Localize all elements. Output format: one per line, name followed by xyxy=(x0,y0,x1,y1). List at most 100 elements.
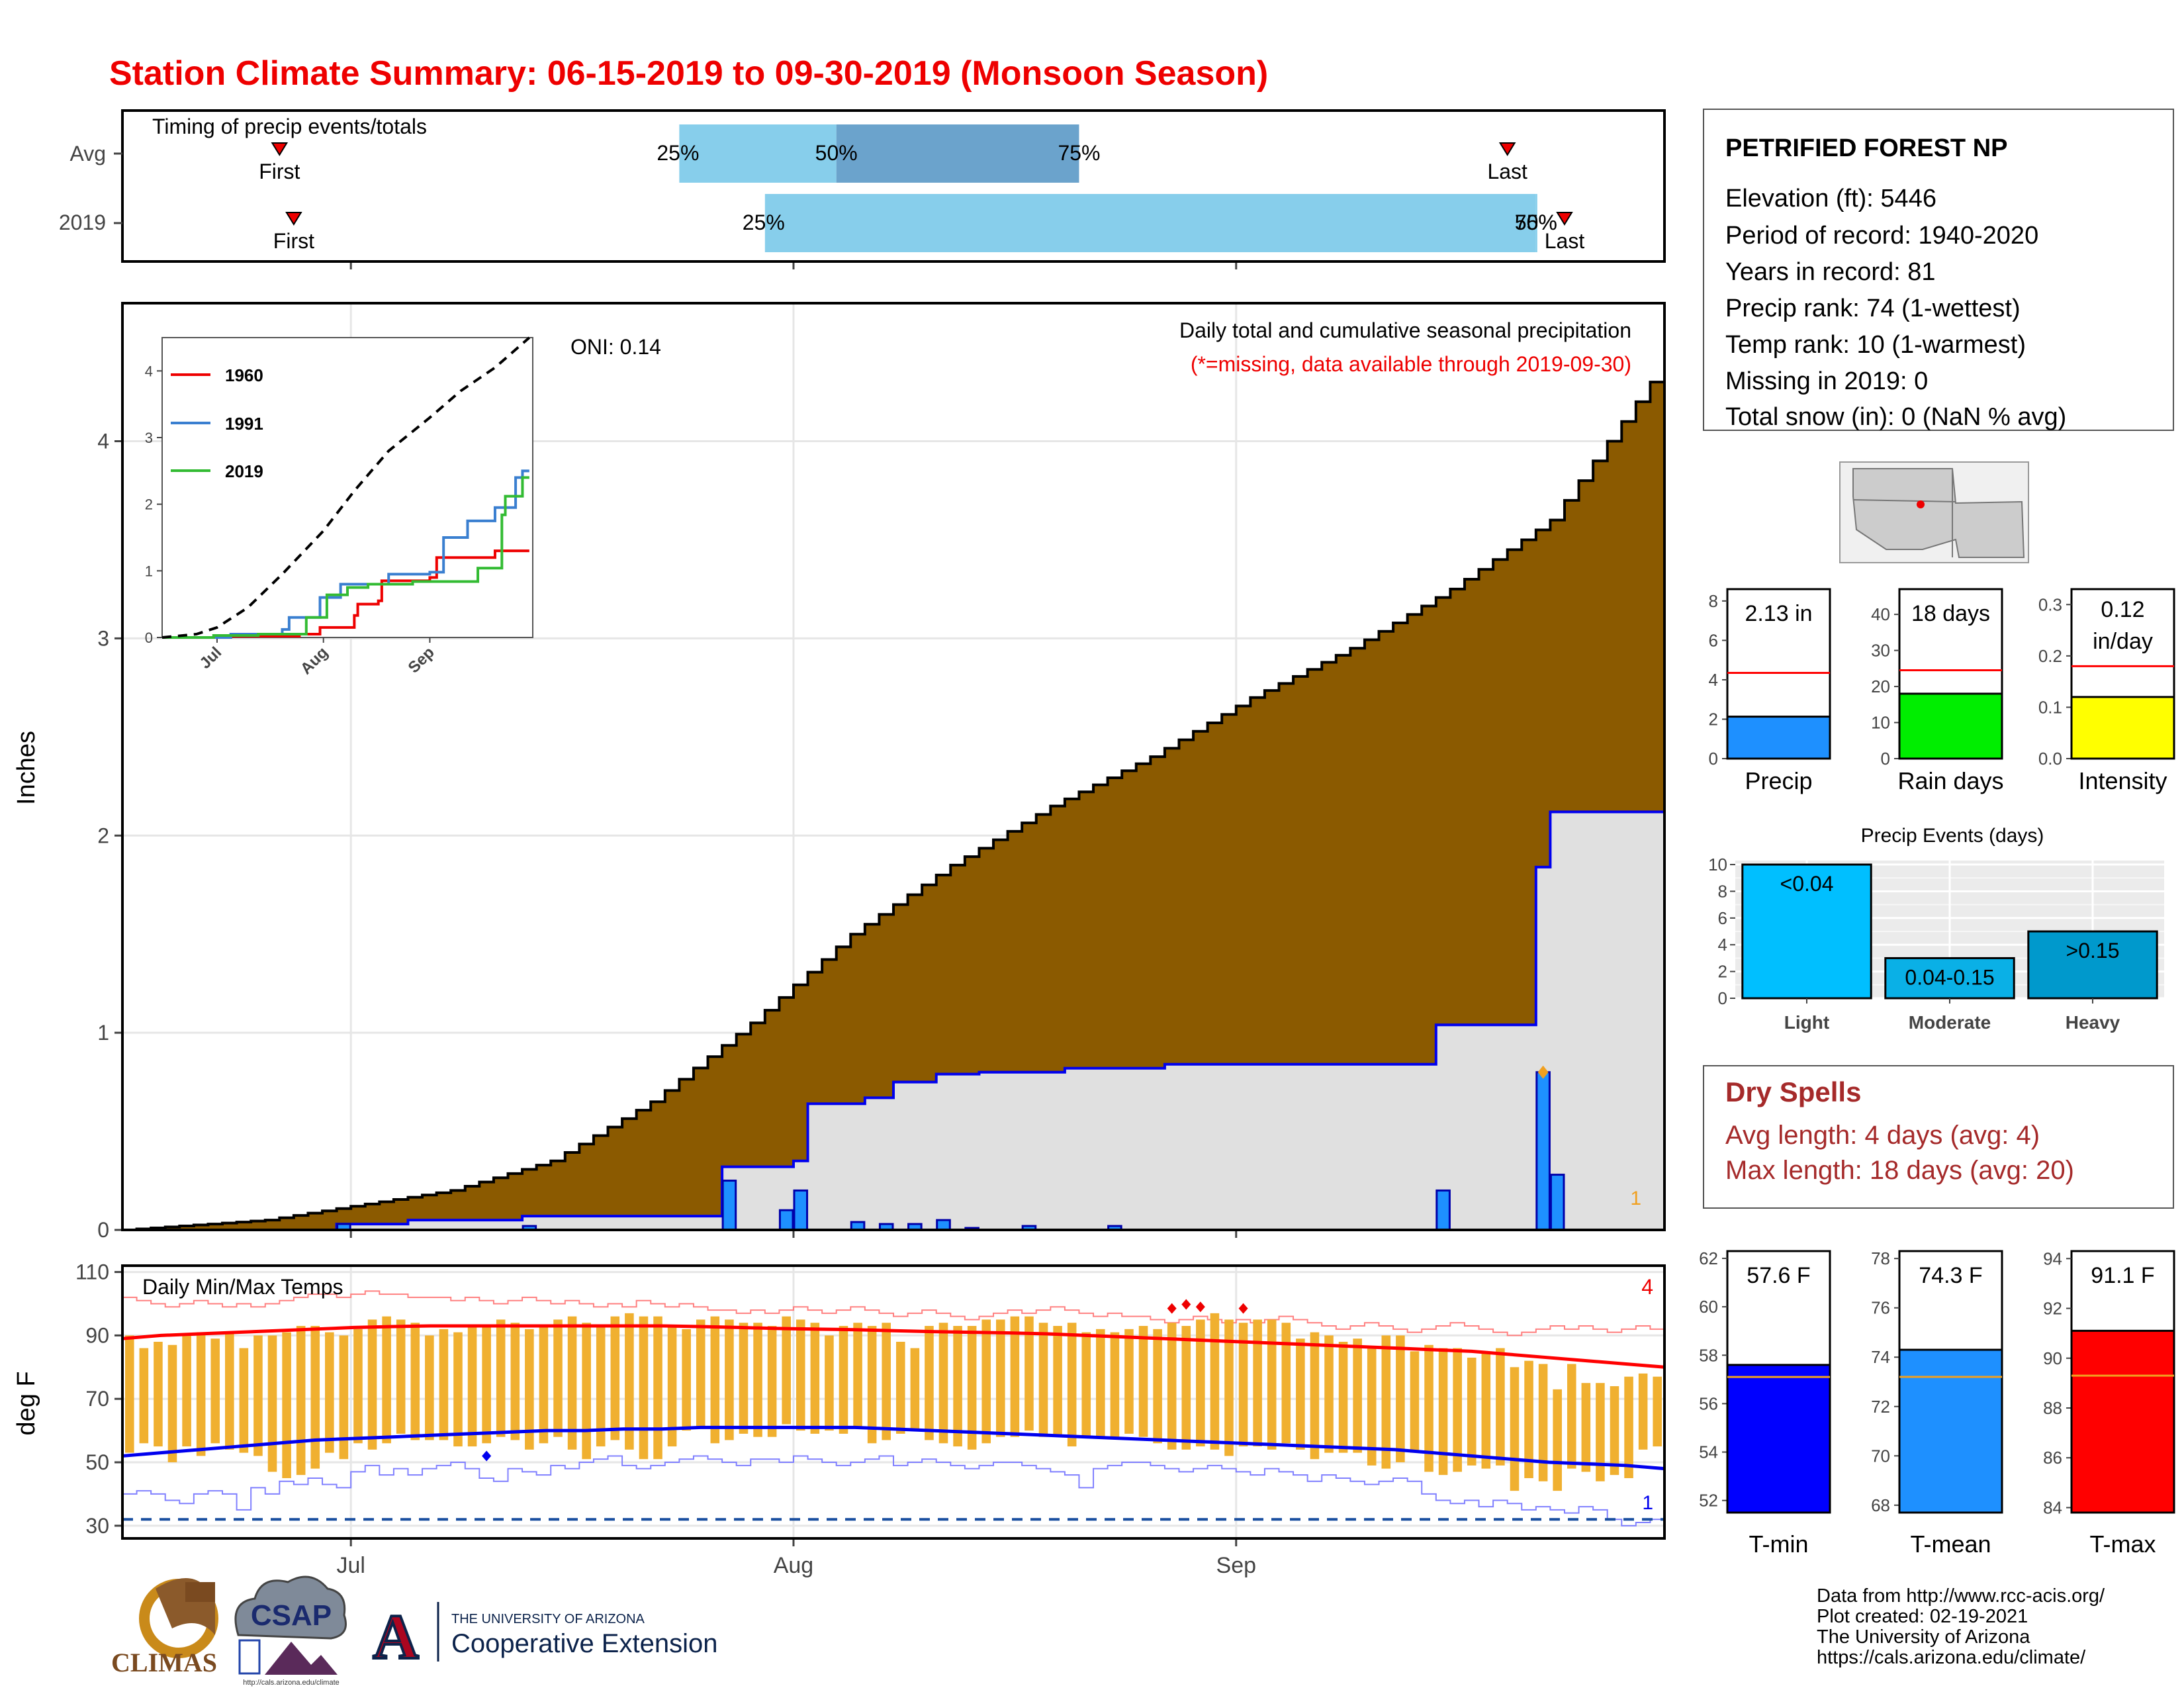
mini-chart-precip_total: 0 2 4 6 8 2.13 in Precip xyxy=(1709,588,1831,794)
daily-temp-bar-28 xyxy=(525,1329,534,1450)
mini-xlabel-tmin: T-min xyxy=(1749,1530,1809,1558)
temp-ytick-label-30: 30 xyxy=(85,1514,109,1538)
station-location-dot xyxy=(1917,500,1925,508)
daily-precip-bar-2019-08-01 xyxy=(793,1189,809,1231)
daily-temp-bar-18 xyxy=(382,1316,391,1444)
timing-label-p50-2019: 50% xyxy=(1515,211,1557,234)
timing-label-p25-2019: 25% xyxy=(743,211,785,234)
events-bar-label-Heavy: >0.15 xyxy=(2066,939,2120,962)
station-line-missing: Missing in 2019: 0 xyxy=(1725,367,1928,395)
daily-max-marker xyxy=(1537,1065,1549,1079)
timing-marker-first-Avg xyxy=(271,142,289,156)
daily-temp-bar-99 xyxy=(1538,1364,1548,1481)
daily-temp-bar-2 xyxy=(154,1341,163,1447)
temp-xtick-label-Jul: Jul xyxy=(336,1553,365,1578)
daily-temp-bar-25 xyxy=(482,1326,491,1444)
mini-ytick-label-rain_days-10: 10 xyxy=(1871,713,1890,733)
precip-frame xyxy=(121,302,1666,1231)
daily-temp-bar-21 xyxy=(425,1335,434,1440)
events-ytick-label-2: 2 xyxy=(1718,962,1727,982)
map-state-shapes xyxy=(1852,468,2025,558)
events-ytick-label-0: 0 xyxy=(1718,988,1727,1008)
daily-temp-bar-56 xyxy=(925,1326,934,1440)
daily-temp-bar-62 xyxy=(1010,1316,1020,1437)
events-bar-Moderate xyxy=(1884,957,2015,1000)
daily-temp-bar-63 xyxy=(1024,1316,1034,1431)
inset-ytick-label-0: 0 xyxy=(145,630,153,646)
station-line-elevation: Elevation (ft): 5446 xyxy=(1725,185,1936,212)
daily-temp-bar-50 xyxy=(839,1326,848,1434)
daily-temp-bar-57 xyxy=(938,1323,948,1444)
precip-ytick-label-2: 2 xyxy=(97,823,109,847)
daily-temp-bar-81 xyxy=(1281,1323,1291,1444)
mini-ytick-label-tmin-52: 52 xyxy=(1699,1491,1718,1511)
daily-temp-bar-66 xyxy=(1067,1323,1077,1447)
dry-spells-title: Dry Spells xyxy=(1725,1076,1861,1107)
daily-precip-bar-2019-07-27 xyxy=(721,1180,737,1231)
daily-temp-bar-23 xyxy=(453,1332,463,1447)
precip-ytick-label-3: 3 xyxy=(97,626,109,650)
mini-bar-intensity xyxy=(2070,696,2175,760)
station-name: PETRIFIED FOREST NP xyxy=(1725,134,2007,162)
cumulative-avg-area xyxy=(122,382,1664,1230)
daily-temp-bar-76 xyxy=(1210,1313,1220,1450)
temp-ylabel: deg F xyxy=(13,1371,40,1435)
inset-xtick-label-Jul: Jul xyxy=(197,643,226,673)
daily-temp-bar-43 xyxy=(739,1323,749,1434)
mini-chart-tmax: 84 86 88 90 92 94 91.1 F T-max xyxy=(2043,1248,2175,1558)
daily-temp-bar-80 xyxy=(1267,1319,1277,1450)
events-xtick-label-Heavy: Heavy xyxy=(2066,1012,2120,1033)
events-ytick-label-6: 6 xyxy=(1718,908,1727,928)
daily-temp-bar-78 xyxy=(1238,1323,1248,1447)
daily-temp-bar-11 xyxy=(282,1332,291,1478)
daily-temp-bar-64 xyxy=(1038,1323,1048,1437)
daily-temp-bar-98 xyxy=(1524,1360,1533,1478)
mini-value-label-intensity-1: 0.12 xyxy=(2101,597,2144,622)
daily-temp-bar-70 xyxy=(1124,1329,1134,1434)
inset-ytick-label-2: 2 xyxy=(145,496,153,513)
daily-temp-bar-107 xyxy=(1653,1376,1662,1447)
mini-value-label-precip_total: 2.13 in xyxy=(1745,601,1812,626)
timing-bar-lower-Avg xyxy=(679,124,837,183)
daily-temp-bar-61 xyxy=(996,1319,1005,1437)
daily-temp-bar-83 xyxy=(1310,1332,1320,1460)
timing-label-p50-Avg: 50% xyxy=(815,141,858,165)
daily-precip-bar-2019-09-15 xyxy=(1435,1189,1451,1231)
daily-temp-bar-72 xyxy=(1153,1329,1162,1444)
temp-xtick-label-Sep: Sep xyxy=(1216,1553,1257,1578)
inset-ytick-label-3: 3 xyxy=(145,430,153,446)
ua-logo: A THE UNIVERSITY OF ARIZONA Cooperative … xyxy=(371,1600,717,1673)
mini-ytick-label-tmean-72: 72 xyxy=(1871,1397,1890,1417)
precip-annotation-title: Daily total and cumulative seasonal prec… xyxy=(1179,318,1631,342)
mini-ytick-label-tmin-54: 54 xyxy=(1699,1442,1718,1462)
record-min-line xyxy=(122,1455,1664,1526)
cumulative-2019-area xyxy=(122,812,1664,1230)
events-bar-label-Moderate: 0.04-0.15 xyxy=(1905,965,1994,989)
mini-ytick-label-intensity-0.2: 0.2 xyxy=(2038,646,2062,666)
events-ytick-label-4: 4 xyxy=(1718,935,1727,955)
daily-temp-bar-13 xyxy=(310,1326,320,1469)
csap-logo: CSAP http://cals.arizona.edu/climate xyxy=(234,1575,347,1687)
daily-temp-bar-7 xyxy=(225,1332,234,1450)
temp-ytick-label-70: 70 xyxy=(85,1387,109,1411)
mini-ytick-label-rain_days-40: 40 xyxy=(1871,604,1890,624)
precip-ytick-label-0: 0 xyxy=(97,1218,109,1242)
timing-row-label-2019: 2019 xyxy=(59,211,106,234)
mini-ytick-label-tmean-76: 76 xyxy=(1871,1298,1890,1318)
daily-temp-bar-86 xyxy=(1353,1338,1362,1453)
timing-label-first-2019: First xyxy=(273,229,314,253)
mini-ytick-label-tmax-92: 92 xyxy=(2043,1299,2062,1319)
timing-bar-upper-Avg xyxy=(836,124,1079,183)
events-xtick-label-Moderate: Moderate xyxy=(1909,1012,1991,1033)
location-map xyxy=(1839,461,2029,563)
daily-temp-bar-60 xyxy=(981,1319,991,1444)
record-low-marker-0 xyxy=(482,1450,492,1462)
daily-temp-bar-68 xyxy=(1096,1329,1105,1437)
daily-temp-bar-65 xyxy=(1053,1326,1062,1437)
daily-temp-bar-38 xyxy=(667,1326,677,1447)
daily-temp-bar-55 xyxy=(910,1348,920,1431)
daily-temp-bar-14 xyxy=(325,1332,334,1453)
mini-value-label-tmean: 74.3 F xyxy=(1919,1263,1982,1288)
mini-ytick-label-tmean-74: 74 xyxy=(1871,1347,1890,1367)
